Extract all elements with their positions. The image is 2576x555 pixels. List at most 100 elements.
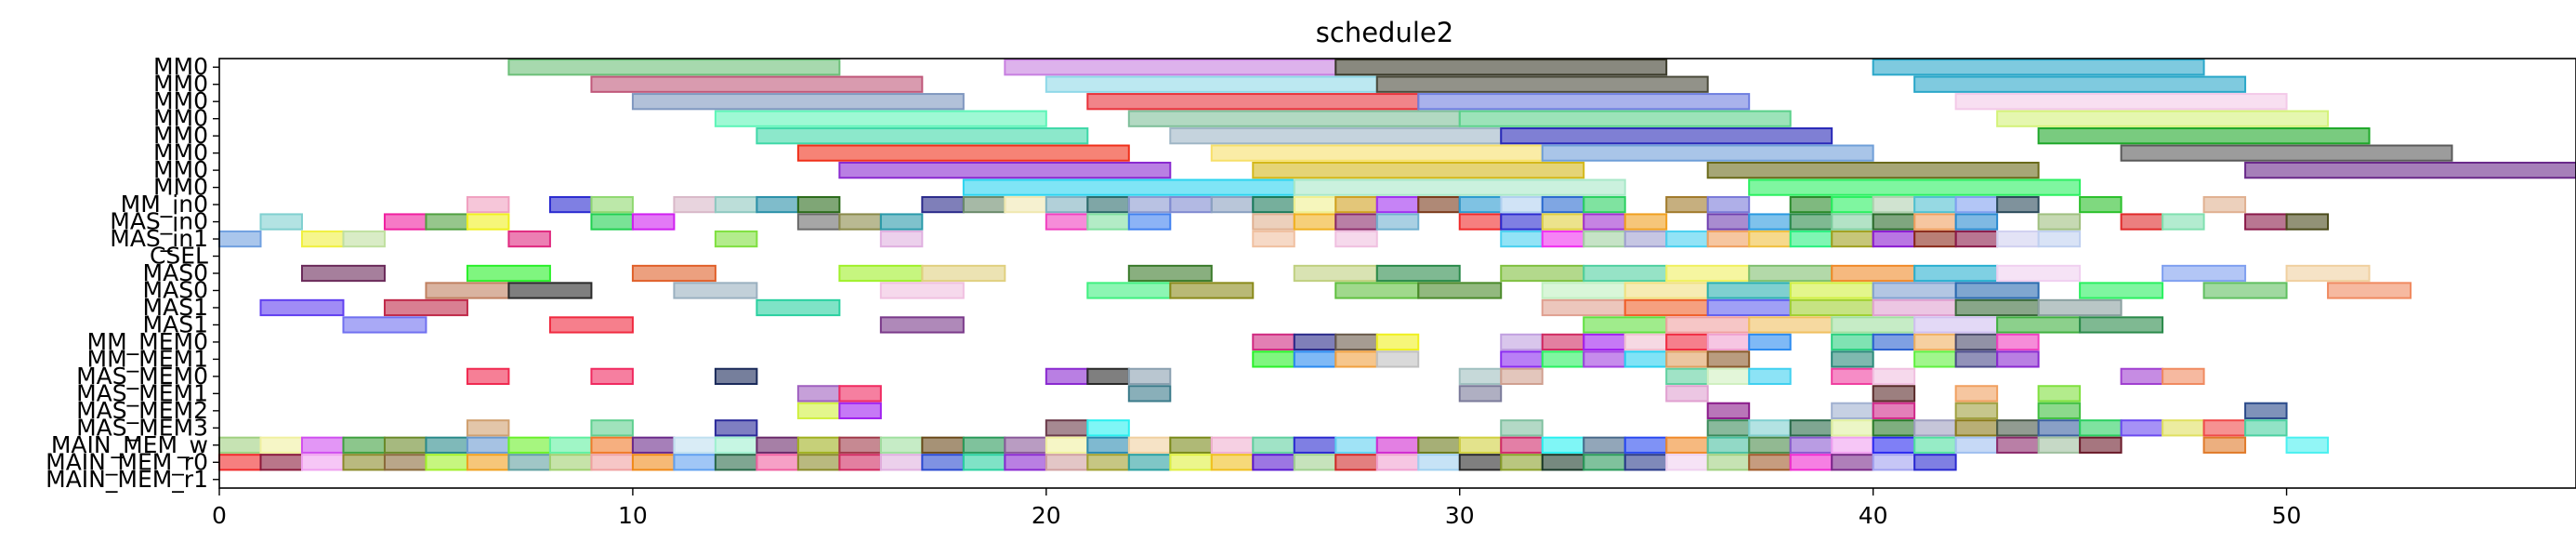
gantt-bar xyxy=(1210,144,1544,162)
gantt-bar xyxy=(466,264,551,283)
gantt-bar xyxy=(1954,350,1999,368)
gantt-bar xyxy=(1748,333,1792,351)
y-tick-label: MAS_MEM1 xyxy=(76,379,208,406)
gantt-bar xyxy=(1500,264,1585,283)
gantt-bar xyxy=(962,178,1295,196)
gantt-bar xyxy=(1541,333,1585,351)
gantt-bar xyxy=(1583,316,1668,334)
gantt-bar xyxy=(1127,195,1172,214)
gantt-bar xyxy=(1623,436,1668,454)
gantt-bar xyxy=(2120,144,2453,162)
gantt-bar xyxy=(921,454,965,471)
gantt-bar xyxy=(425,213,468,231)
gantt-bar xyxy=(1500,436,1544,454)
gantt-bar xyxy=(259,298,345,317)
gantt-bar xyxy=(796,385,841,403)
gantt-bar xyxy=(1127,454,1172,471)
gantt-bar xyxy=(1831,316,1916,334)
gantt-bar xyxy=(2037,402,2082,419)
gantt-bar xyxy=(1913,195,1957,214)
gantt-bar xyxy=(1831,350,1874,368)
gantt-bar xyxy=(714,110,1047,127)
gantt-bar xyxy=(2079,419,2123,437)
x-tick-label: 20 xyxy=(1032,502,1061,529)
gantt-bar xyxy=(1293,213,1337,231)
gantt-bar xyxy=(756,298,841,317)
gantt-bar xyxy=(383,436,427,454)
gantt-bar xyxy=(1334,213,1378,231)
gantt-bar xyxy=(1665,385,1709,403)
gantt-bar xyxy=(342,454,386,471)
gantt-bar xyxy=(1252,350,1295,368)
gantt-bar xyxy=(2120,213,2164,231)
gantt-bar xyxy=(962,195,1006,214)
gantt-bar xyxy=(1623,298,1709,317)
gantt-bar xyxy=(466,419,510,437)
gantt-bar xyxy=(1252,436,1295,454)
gantt-bar xyxy=(300,264,386,283)
gantt-bar xyxy=(1996,333,2040,351)
gantt-bar xyxy=(2162,419,2205,437)
gantt-bar xyxy=(466,213,510,231)
gantt-bar xyxy=(1541,195,1585,214)
y-tick-label: MAIN_MEM_r0 xyxy=(46,448,208,475)
x-tick-label: 50 xyxy=(2272,502,2302,529)
gantt-bar xyxy=(1665,454,1709,471)
gantt-bar xyxy=(2079,195,2123,214)
gantt-bar xyxy=(1831,419,1874,437)
gantt-bar xyxy=(342,436,386,454)
y-tick-label: MM0 xyxy=(153,156,208,183)
gantt-bar xyxy=(1954,298,2040,317)
gantt-bar xyxy=(1293,333,1337,351)
gantt-bar xyxy=(1541,230,1585,248)
gantt-bar xyxy=(1872,402,1916,419)
gantt-bar xyxy=(1831,333,1874,351)
gantt-bar xyxy=(1831,367,1874,386)
gantt-bar xyxy=(2037,213,2082,231)
gantt-bar xyxy=(1954,230,1999,248)
gantt-bar xyxy=(1127,110,1461,127)
gantt-bar xyxy=(1252,195,1295,214)
gantt-bar xyxy=(1748,316,1833,334)
gantt-bar xyxy=(1665,436,1709,454)
gantt-bar xyxy=(1748,264,1833,283)
gantt-bar xyxy=(1872,436,1916,454)
x-tick-label: 10 xyxy=(618,502,648,529)
gantt-bar xyxy=(2285,436,2330,454)
gantt-bar xyxy=(466,436,510,454)
gantt-bar xyxy=(1541,298,1626,317)
gantt-bar xyxy=(631,436,676,454)
gantt-bar xyxy=(1623,282,1709,299)
gantt-bar xyxy=(466,367,510,386)
gantt-bar xyxy=(2037,385,2082,403)
gantt-bar xyxy=(1913,419,1957,437)
gantt-bar xyxy=(1293,454,1337,471)
gantt-bar xyxy=(1789,230,1833,248)
y-tick-label: MAS_MEM2 xyxy=(76,397,208,424)
gantt-bar xyxy=(838,385,882,403)
y-tick-label: MM0 xyxy=(153,87,208,114)
gantt-bar xyxy=(466,454,510,471)
gantt-bar xyxy=(1169,127,1503,145)
gantt-bar xyxy=(1252,333,1295,351)
gantt-bar xyxy=(425,282,510,299)
gantt-bar xyxy=(2037,419,2082,437)
gantt-bar xyxy=(1458,436,1503,454)
gantt-bar xyxy=(2037,436,2082,454)
gantt-bar xyxy=(1748,454,1792,471)
gantt-bar xyxy=(1293,350,1337,368)
gantt-bar xyxy=(2244,213,2288,231)
gantt-bar xyxy=(1086,213,1130,231)
gantt-bar xyxy=(1748,367,1792,386)
gantt-bar xyxy=(1996,264,2082,283)
gantt-bar xyxy=(1293,178,1626,196)
gantt-bar xyxy=(1127,436,1172,454)
y-tick-label: MAS1 xyxy=(143,294,208,321)
gantt-bar xyxy=(838,161,1172,179)
gantt-bar xyxy=(1252,213,1295,231)
gantt-bar xyxy=(796,195,841,214)
gantt-bar xyxy=(1831,436,1874,454)
gantt-bar xyxy=(1583,230,1626,248)
gantt-bar xyxy=(1334,436,1378,454)
gantt-bar xyxy=(1623,454,1668,471)
